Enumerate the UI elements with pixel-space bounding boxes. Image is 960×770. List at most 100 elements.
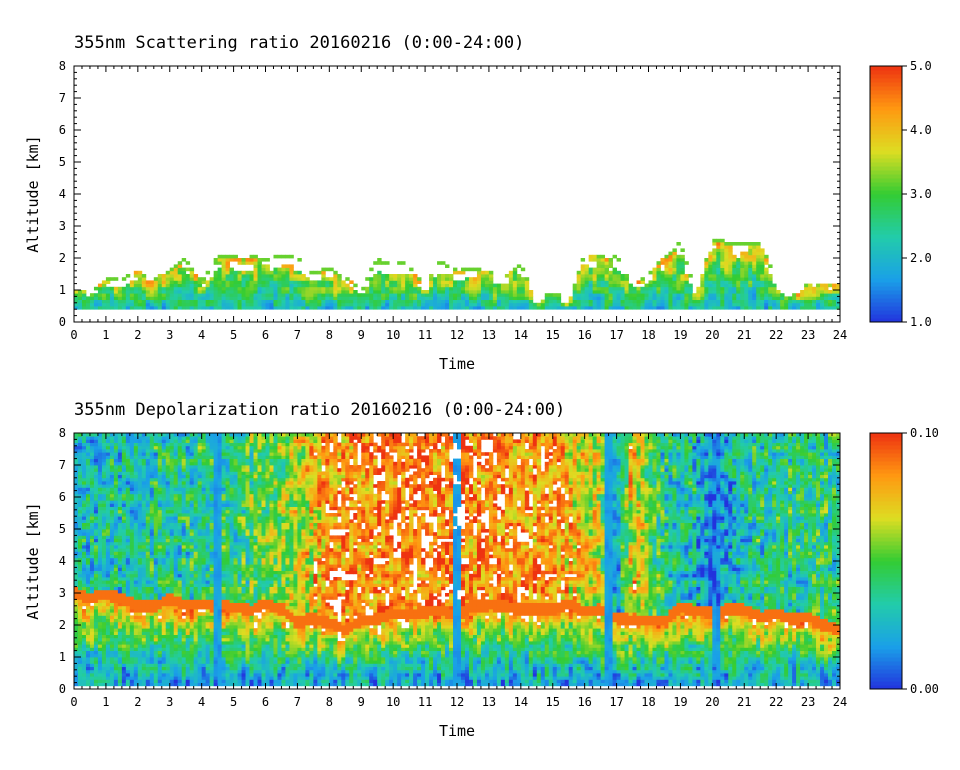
heatmap-cell: [93, 650, 99, 655]
heatmap-cell: [149, 433, 155, 437]
heatmap-cell: [373, 299, 378, 304]
heatmap-cell: [89, 621, 95, 626]
heatmap-cell: [309, 306, 314, 310]
heatmap-cell: [93, 474, 99, 479]
heatmap-cell: [177, 283, 183, 288]
heatmap-cell: [620, 299, 625, 304]
heatmap-cell: [77, 647, 83, 651]
heatmap-cell: [720, 296, 725, 300]
heatmap-cell: [592, 270, 598, 275]
heatmap-cell: [800, 290, 805, 294]
heatmap-cell: [93, 293, 99, 297]
heatmap-cell: [221, 264, 226, 268]
heatmap-cell: [133, 458, 139, 463]
heatmap-cell: [616, 290, 621, 294]
heatmap-cell: [189, 267, 195, 272]
heatmap-cell: [772, 306, 777, 310]
heatmap-cell: [121, 541, 127, 546]
heatmap-cell: [77, 641, 83, 645]
heatmap-cell: [153, 538, 159, 543]
heatmap-cell: [365, 302, 370, 307]
heatmap-cell: [193, 545, 199, 549]
heatmap-cell: [137, 605, 143, 610]
heatmap-cell: [85, 564, 91, 568]
heatmap-cell: [101, 577, 107, 581]
heatmap-cell: [684, 306, 689, 310]
heatmap-cell: [213, 280, 219, 284]
heatmap-cell: [181, 509, 187, 514]
heatmap-cell: [217, 286, 223, 291]
heatmap-cell: [121, 602, 127, 607]
heatmap-cell: [229, 277, 234, 281]
heatmap-cell: [97, 554, 103, 559]
heatmap-cell: [109, 433, 115, 437]
heatmap-cell: [365, 296, 370, 300]
heatmap-cell: [141, 618, 147, 623]
heatmap-cell: [121, 513, 127, 517]
heatmap-cell: [732, 293, 737, 297]
heatmap-cell: [728, 277, 733, 281]
heatmap-cell: [117, 497, 123, 501]
heatmap-cell: [105, 682, 111, 687]
heatmap-cell: [77, 615, 83, 619]
heatmap-cell: [273, 302, 278, 307]
heatmap-cell: [756, 286, 761, 291]
heatmap-cell: [85, 653, 91, 658]
heatmap-cell: [720, 283, 725, 288]
heatmap-cell: [776, 299, 781, 304]
heatmap-cell: [125, 557, 131, 562]
heatmap-cell: [468, 267, 474, 272]
heatmap-cell: [189, 577, 195, 581]
heatmap-cell: [133, 529, 139, 533]
heatmap-cell: [185, 669, 191, 674]
heatmap-cell: [169, 452, 175, 456]
heatmap-cell: [153, 299, 159, 304]
heatmap-cell: [113, 653, 119, 658]
heatmap-cell: [185, 673, 191, 677]
heatmap-cell: [121, 519, 127, 523]
heatmap-cell: [141, 650, 147, 655]
heatmap-cell: [460, 306, 466, 310]
heatmap-cell: [480, 270, 486, 275]
heatmap-cell: [289, 267, 294, 272]
heatmap-cell: [736, 274, 741, 278]
heatmap-cell: [169, 439, 175, 443]
heatmap-cell: [137, 538, 143, 543]
heatmap-cell: [93, 589, 99, 594]
heatmap-cell: [109, 676, 115, 680]
heatmap-cell: [105, 650, 111, 655]
heatmap-cell: [468, 296, 474, 300]
heatmap-cell: [752, 296, 757, 300]
heatmap-cell: [97, 506, 103, 511]
heatmap-cell: [588, 290, 594, 294]
heatmap-cell: [445, 299, 450, 304]
heatmap-cell: [81, 465, 87, 469]
heatmap-cell: [141, 513, 147, 517]
heatmap-cell: [85, 593, 91, 597]
heatmap-cell: [105, 679, 111, 683]
heatmap-cell: [768, 302, 773, 307]
heatmap-cell: [153, 293, 159, 297]
heatmap-cell: [77, 596, 83, 600]
heatmap-cell: [173, 306, 179, 310]
heatmap-cell: [221, 254, 226, 259]
heatmap-cell: [189, 682, 195, 687]
heatmap-cell: [105, 490, 111, 495]
heatmap-cell: [137, 589, 143, 594]
heatmap-cell: [193, 605, 199, 610]
heatmap-cell: [453, 299, 458, 304]
heatmap-cell: [181, 274, 187, 278]
heatmap-cell: [740, 296, 745, 300]
heatmap-cell: [93, 545, 99, 549]
heatmap-cell: [177, 589, 183, 594]
heatmap-cell: [608, 258, 613, 262]
heatmap-cell: [576, 270, 582, 275]
colorbar-swatch: [870, 310, 902, 315]
heatmap-cell: [377, 274, 382, 278]
heatmap-cell: [97, 666, 103, 671]
heatmap-cell: [269, 296, 274, 300]
heatmap-cell: [97, 529, 103, 533]
heatmap-cell: [716, 270, 721, 275]
heatmap-cell: [97, 573, 103, 578]
heatmap-cell: [752, 280, 757, 284]
